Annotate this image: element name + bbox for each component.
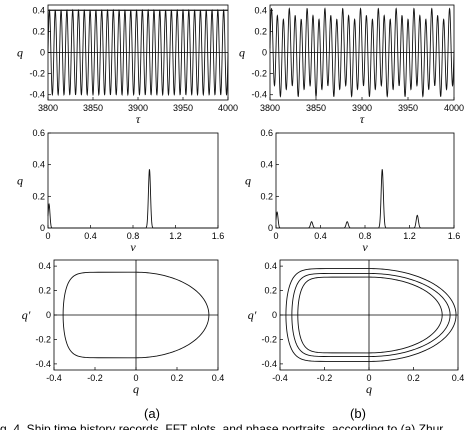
y-axis-label: q — [17, 46, 23, 60]
y-tick-label: 0.6 — [32, 128, 45, 138]
y-tick-label: 0 — [268, 223, 273, 233]
chart-a-phase: -0.4 -0.2 0 0.2 0.4 0.4 0.2 0 -0.2 -0.4 q q′ — [22, 259, 225, 396]
x-tick-label: 0.2 — [171, 373, 184, 383]
y-tick-label: 0.2 — [264, 286, 277, 296]
x-axis-label: ν — [362, 240, 368, 254]
x-tick-label: 3850 — [83, 103, 103, 113]
chart-a-time: 3800 3850 3900 3950 4000 0.4 0.2 0 -0.2 -0.4 τ q — [17, 4, 238, 126]
y-tick-label: -0.2 — [251, 69, 267, 79]
plot-frame — [275, 132, 455, 229]
phase-orbit — [297, 276, 443, 354]
phase-orbit — [62, 271, 210, 359]
y-tick-label: 0 — [272, 310, 277, 320]
y-axis-label: q — [17, 174, 23, 188]
chart-b-phase: -0.4 -0.2 0 0.2 0.4 0.4 0.2 0 -0.2 -0.4 q q′ — [248, 259, 465, 396]
plot-frame — [47, 132, 219, 229]
y-tick-label: 0 — [262, 48, 267, 58]
y-tick-label: -0.4 — [251, 90, 267, 100]
y-tick-label: 0.2 — [254, 26, 267, 36]
x-tick-label: 3900 — [128, 103, 148, 113]
y-tick-label: 0.4 — [254, 5, 267, 15]
x-tick-label: 1.2 — [403, 231, 416, 241]
x-tick-label: 1.6 — [448, 231, 461, 241]
y-tick-label: 0.4 — [38, 261, 51, 271]
y-tick-label: -0.2 — [261, 334, 277, 344]
y-tick-label: 0.4 — [32, 5, 45, 15]
y-tick-label: 0.2 — [38, 286, 51, 296]
y-axis-label: q — [239, 46, 245, 60]
x-tick-label: -0.2 — [87, 373, 103, 383]
panel-label-b: (b) — [350, 406, 366, 421]
x-axis-label: τ — [360, 112, 365, 126]
x-tick-label: 0.4 — [452, 373, 465, 383]
x-tick-label: 3950 — [173, 103, 193, 113]
y-tick-label: 0.2 — [32, 26, 45, 36]
chart-b-time: 3800 3850 3900 3950 4000 0.4 0.2 0 -0.2 -0.4 τ q — [239, 4, 464, 126]
y-axis-label: q′ — [248, 308, 257, 322]
y-tick-label: 0.4 — [32, 160, 45, 170]
spectrum-line — [47, 169, 218, 229]
x-tick-label: 0 — [133, 373, 138, 383]
phase-orbit — [285, 268, 457, 362]
x-tick-label: 4000 — [444, 103, 464, 113]
x-tick-label: 3950 — [398, 103, 418, 113]
x-axis-label: ν — [130, 240, 136, 254]
series-line — [269, 7, 455, 98]
x-tick-label: 1.6 — [212, 231, 225, 241]
x-tick-label: 0 — [45, 231, 50, 241]
x-tick-label: 0.4 — [84, 231, 97, 241]
y-tick-label: -0.2 — [35, 334, 51, 344]
chart-b-fft: 0 0.4 0.8 1.2 1.6 0.6 0.4 0.2 0 ν q — [245, 128, 460, 254]
x-tick-label: 0.8 — [359, 231, 372, 241]
x-tick-label: 3800 — [38, 103, 58, 113]
x-tick-label: 3850 — [306, 103, 326, 113]
y-axis-label: q — [245, 174, 251, 188]
panel-label-a: (a) — [144, 406, 160, 421]
chart-a-fft: 0 0.4 0.8 1.2 1.6 0.6 0.4 0.2 0 ν q — [17, 128, 224, 254]
x-tick-label: 0.2 — [407, 373, 420, 383]
x-tick-label: 4000 — [218, 103, 238, 113]
y-axis-label: q′ — [22, 308, 31, 322]
x-tick-label: 0 — [366, 373, 371, 383]
series-line — [47, 8, 229, 97]
x-tick-label: 0.4 — [212, 373, 225, 383]
x-tick-label: -0.4 — [46, 373, 62, 383]
x-tick-label: 0.8 — [127, 231, 140, 241]
x-tick-label: -0.4 — [272, 373, 288, 383]
x-axis-label: τ — [136, 112, 141, 126]
x-axis-label: q — [133, 382, 139, 396]
y-tick-label: -0.4 — [29, 90, 45, 100]
x-tick-label: -0.2 — [317, 373, 333, 383]
y-tick-label: 0 — [46, 310, 51, 320]
y-tick-label: 0.2 — [32, 191, 45, 201]
spectrum-line — [275, 169, 454, 229]
y-tick-label: 0.6 — [260, 128, 273, 138]
y-tick-label: 0 — [40, 223, 45, 233]
y-tick-label: -0.4 — [261, 359, 277, 369]
y-tick-label: -0.2 — [29, 69, 45, 79]
figure-caption: g. 4. Ship time history records, FFT plo… — [0, 422, 443, 430]
x-tick-label: 3800 — [260, 103, 280, 113]
y-tick-label: 0 — [40, 48, 45, 58]
y-tick-label: -0.4 — [35, 359, 51, 369]
phase-orbit — [291, 272, 451, 358]
y-tick-label: 0.4 — [260, 160, 273, 170]
plots-layer: 3800 3850 3900 3950 40000.40.20-0.2-0.4τq380… — [17, 4, 465, 396]
y-tick-label: 0.4 — [264, 261, 277, 271]
y-tick-label: 0.2 — [260, 191, 273, 201]
x-tick-label: 0 — [273, 231, 278, 241]
x-axis-label: q — [366, 382, 372, 396]
x-tick-label: 0.4 — [314, 231, 327, 241]
x-tick-label: 1.2 — [169, 231, 182, 241]
x-tick-label: 3900 — [352, 103, 372, 113]
